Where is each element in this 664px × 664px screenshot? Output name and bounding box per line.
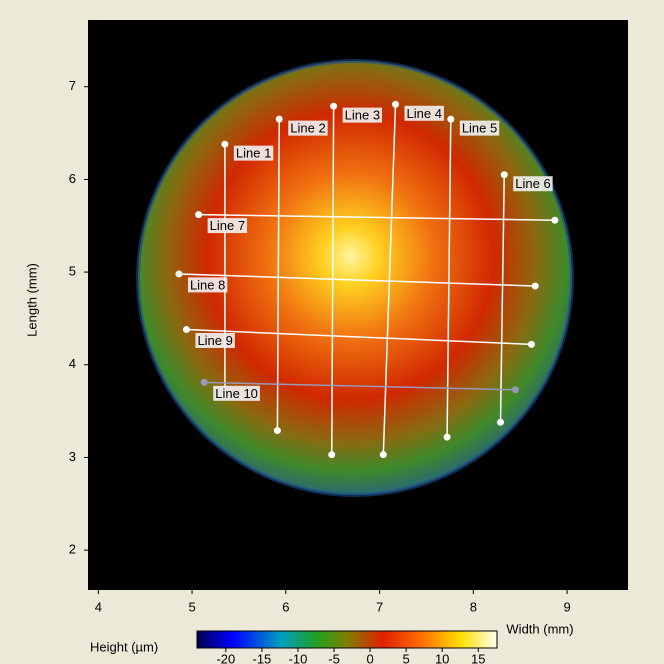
line-endpoint (274, 427, 281, 434)
colorbar-tick-label: 15 (471, 651, 485, 664)
line-endpoint (330, 103, 337, 110)
colorbar-tick-label: 10 (435, 651, 449, 664)
line-endpoint (444, 434, 451, 441)
line-label: Line 4 (407, 106, 442, 121)
line-endpoint (183, 326, 190, 333)
line-endpoint (201, 379, 208, 386)
y-axis-label: Length (mm) (24, 263, 39, 337)
y-tick-label: 4 (69, 356, 76, 371)
line-endpoint (551, 217, 558, 224)
colorbar-tick-label: -10 (289, 651, 308, 664)
line-label: Line 2 (290, 121, 325, 136)
line-label: Line 5 (462, 121, 497, 136)
chart: Width (mm) Length (mm) Height (µm) 4 5 6 7 8… (0, 0, 664, 664)
line-endpoint (528, 341, 535, 348)
line-endpoint (195, 211, 202, 218)
x-tick-label: 4 (95, 599, 102, 614)
y-tick-label: 2 (69, 542, 76, 557)
line-label: Line 8 (190, 277, 225, 292)
x-tick-label: 9 (563, 599, 570, 614)
line-label: Line 9 (197, 333, 232, 348)
line-endpoint (532, 283, 539, 290)
colorbar-tick-label: 5 (403, 651, 410, 664)
y-tick-label: 6 (69, 171, 76, 186)
line-endpoint (497, 419, 504, 426)
line-endpoint (512, 386, 519, 393)
x-axis-label: Width (mm) (506, 621, 573, 636)
colorbar-label: Height (µm) (90, 639, 158, 654)
line-label: Line 3 (345, 108, 380, 123)
y-tick-label: 5 (69, 264, 76, 279)
colorbar-tick-label: 0 (366, 651, 373, 664)
line-endpoint (221, 141, 228, 148)
y-tick-label: 7 (69, 78, 76, 93)
line-label: Line 7 (210, 218, 245, 233)
line-endpoint (328, 451, 335, 458)
line-label: Line 10 (215, 386, 258, 401)
x-tick-label: 5 (188, 599, 195, 614)
line-endpoint (276, 116, 283, 123)
y-tick-label: 3 (69, 449, 76, 464)
colorbar-tick-label: -20 (216, 651, 235, 664)
line-label: Line 1 (236, 146, 271, 161)
line-endpoint (175, 270, 182, 277)
line-label: Line 6 (515, 176, 550, 191)
line-endpoint (447, 116, 454, 123)
line-endpoint (501, 171, 508, 178)
colorbar-tick-label: -15 (253, 651, 272, 664)
colorbar-tick-label: -5 (328, 651, 340, 664)
line-endpoint (392, 101, 399, 108)
x-tick-label: 6 (282, 599, 289, 614)
line-endpoint (380, 451, 387, 458)
x-tick-label: 8 (470, 599, 477, 614)
x-tick-label: 7 (376, 599, 383, 614)
colorbar (197, 631, 497, 648)
